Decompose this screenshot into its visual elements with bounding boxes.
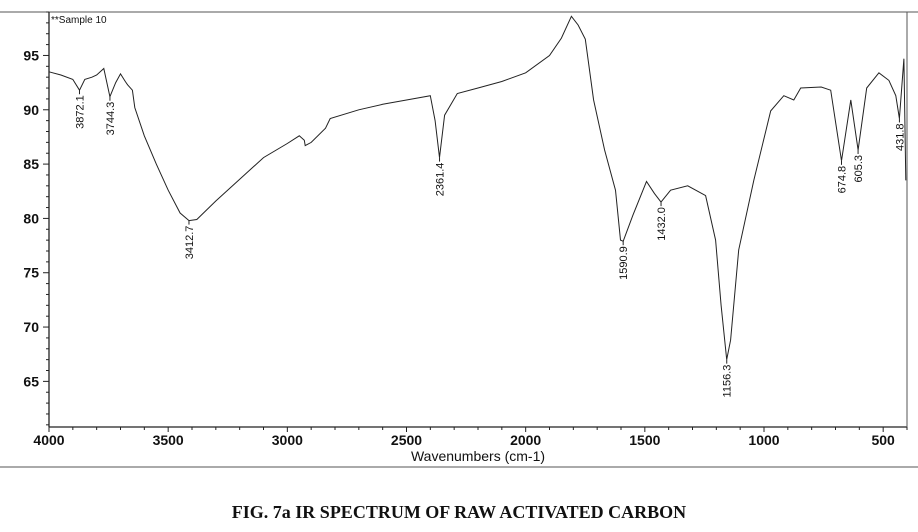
x-tick-label: 2000	[510, 432, 541, 448]
y-tick-label: 85	[23, 156, 39, 172]
peak-label: 1432.0	[656, 207, 668, 241]
peak-label: 674.8	[837, 166, 849, 194]
x-tick-label: 2500	[391, 432, 422, 448]
x-tick-label: 3000	[272, 432, 303, 448]
peak-label: 431.8	[894, 123, 906, 151]
x-tick-label: 500	[871, 432, 895, 448]
y-tick-label: 65	[23, 373, 39, 389]
x-tick-label: 1000	[748, 432, 779, 448]
peak-label: 1156.3	[722, 365, 734, 398]
peak-label: 605.3	[853, 155, 865, 183]
x-tick-label: 4000	[33, 432, 64, 448]
spectrum-line	[48, 15, 907, 360]
x-tick-label: 3500	[153, 432, 184, 448]
y-tick-label: 90	[23, 102, 39, 118]
ir-spectrum-chart: 65 70 75 80 85 90 95 4000 3500 3000 2500 2000 1500 10…	[0, 11, 918, 468]
peak-label: 1590.9	[618, 246, 630, 280]
figure-caption: FIG. 7a IR SPECTRUM OF RAW ACTIVATED CAR…	[231, 502, 687, 522]
legend-label: **Sample 10	[51, 15, 107, 26]
y-tick-label: 80	[23, 210, 39, 226]
peak-label: 3744.3	[105, 102, 117, 136]
x-axis-label: Wavenumbers (cm-1)	[411, 448, 545, 464]
y-tick-label: 70	[23, 319, 39, 335]
y-tick-label: 75	[23, 265, 39, 281]
peak-label: 3412.7	[184, 226, 196, 260]
peak-label: 2361.4	[435, 163, 447, 197]
y-tick-label: 95	[23, 47, 39, 63]
x-tick-label: 1500	[629, 432, 660, 448]
peak-label: 3872.1	[74, 95, 86, 129]
